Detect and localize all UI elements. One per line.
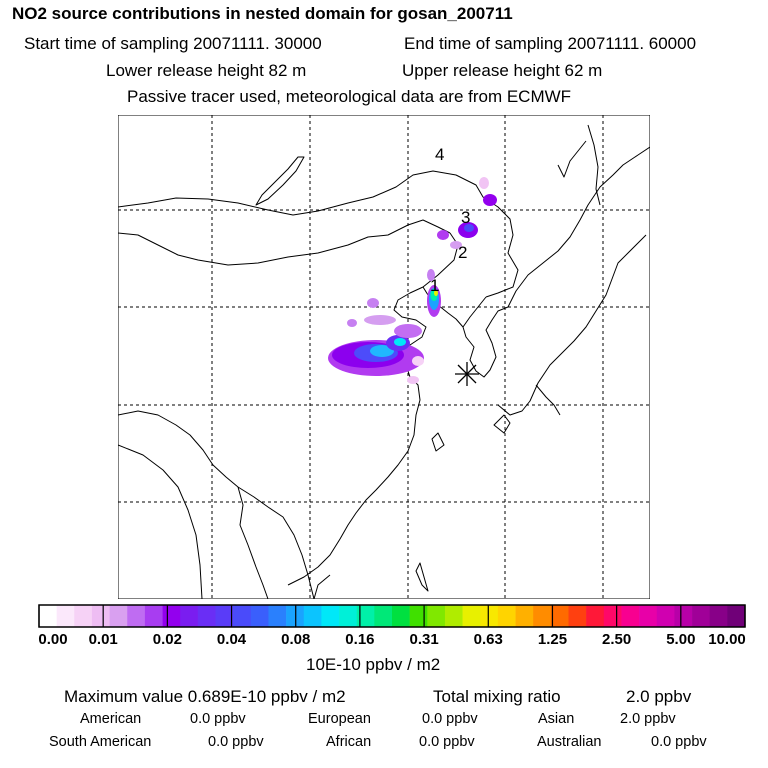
source-marker-1: 1 — [430, 276, 439, 295]
region-value: 0.0 ppbv — [651, 734, 707, 750]
total-mixing-label: Total mixing ratio — [433, 687, 561, 706]
region-value: 0.0 ppbv — [208, 734, 264, 750]
colorbar-tick-label: 0.02 — [152, 631, 182, 648]
region-name: South American — [49, 734, 152, 750]
colorbar-swatch — [250, 605, 269, 627]
colorbar-tick-label: 0.63 — [473, 631, 503, 648]
colorbar-swatch — [409, 605, 428, 627]
source-marker-2: 2 — [458, 243, 467, 262]
tracer-label: Passive tracer used, meteorological data… — [127, 87, 572, 106]
upper-height-label: Upper release height 62 m — [402, 61, 603, 80]
colorbar-swatch — [603, 605, 622, 627]
colorbar-swatch — [162, 605, 181, 627]
colorbar-tick-label: 0.04 — [216, 631, 247, 648]
maximum-value: Maximum value 0.689E-10 ppbv / m2 — [64, 687, 346, 706]
colorbar-tick-label: 0.16 — [345, 631, 375, 648]
region-name: African — [326, 734, 372, 750]
receptor-asterisk-icon — [455, 362, 479, 386]
colorbar-border — [38, 604, 746, 628]
colorbar-tick-label: 0.08 — [281, 631, 311, 648]
region-name: European — [308, 711, 371, 727]
lower-height-label: Lower release height 82 m — [106, 61, 307, 80]
colorbar-tick-label: 0.00 — [38, 631, 68, 648]
region-name: Asian — [538, 711, 575, 727]
colorbar-swatch — [197, 605, 216, 627]
colorbar-swatch — [550, 605, 569, 627]
colorbar-swatch — [727, 605, 746, 627]
end-time-label: End time of sampling 20071111. 60000 — [404, 34, 697, 53]
region-name: American — [80, 711, 142, 727]
colorbar-swatch — [515, 605, 534, 627]
colorbar-tick-label: 2.50 — [602, 631, 632, 648]
colorbar-swatch — [586, 605, 605, 627]
colorbar-swatch — [480, 605, 499, 627]
region-value: 0.0 ppbv — [419, 734, 475, 750]
colorbar-swatch — [444, 605, 463, 627]
colorbar-swatch — [286, 605, 305, 627]
colorbar-swatch — [427, 605, 446, 627]
colorbar-swatch — [392, 605, 410, 627]
source-marker-3: 3 — [461, 208, 470, 227]
colorbar-swatch — [215, 605, 234, 627]
colorbar-swatch — [91, 605, 110, 627]
region-value: 2.0 ppbv — [620, 711, 676, 727]
colorbar-swatch — [39, 605, 57, 627]
colorbar-swatch — [356, 605, 375, 627]
colorbar-swatch — [180, 605, 199, 627]
colorbar-swatch — [127, 605, 146, 627]
colorbar — [38, 604, 746, 628]
colorbar-swatch — [109, 605, 128, 627]
source-marker-4: 4 — [435, 145, 444, 164]
colorbar-swatch — [462, 605, 481, 627]
colorbar-swatch — [674, 605, 693, 627]
colorbar-tick-label: 10.00 — [708, 631, 746, 648]
colorbar-swatch — [568, 605, 587, 627]
colorbar-swatch — [374, 605, 393, 627]
colorbar-swatch — [639, 605, 658, 627]
colorbar-swatch — [692, 605, 710, 627]
colorbar-swatch — [533, 605, 552, 627]
colorbar-swatch — [656, 605, 675, 627]
colorbar-swatch — [497, 605, 516, 627]
colorbar-unit: 10E-10 ppbv / m2 — [306, 655, 441, 674]
colorbar-tick-label: 0.31 — [409, 631, 439, 648]
start-time-label: Start time of sampling 20071111. 30000 — [24, 34, 322, 53]
coastlines — [118, 124, 650, 599]
contribution-field — [328, 177, 497, 384]
colorbar-swatch — [339, 605, 357, 627]
colorbar-swatch — [268, 605, 287, 627]
colorbar-swatch — [233, 605, 252, 627]
region-value: 0.0 ppbv — [422, 711, 478, 727]
colorbar-swatch — [709, 605, 728, 627]
colorbar-swatch — [303, 605, 322, 627]
colorbar-swatch — [321, 605, 340, 627]
colorbar-swatch — [74, 605, 93, 627]
colorbar-tick-label: 1.25 — [537, 631, 568, 648]
colorbar-tick-label: 5.00 — [666, 631, 696, 648]
colorbar-tick-label: 0.01 — [88, 631, 118, 648]
total-mixing-value: 2.0 ppbv — [626, 687, 692, 706]
map-panel: 1 2 3 4 — [118, 115, 650, 599]
colorbar-swatch — [144, 605, 163, 627]
region-value: 0.0 ppbv — [190, 711, 246, 727]
region-name: Australian — [537, 734, 602, 750]
plot-title: NO2 source contributions in nested domai… — [12, 4, 513, 23]
colorbar-swatch — [56, 605, 75, 627]
colorbar-swatch — [621, 605, 640, 627]
